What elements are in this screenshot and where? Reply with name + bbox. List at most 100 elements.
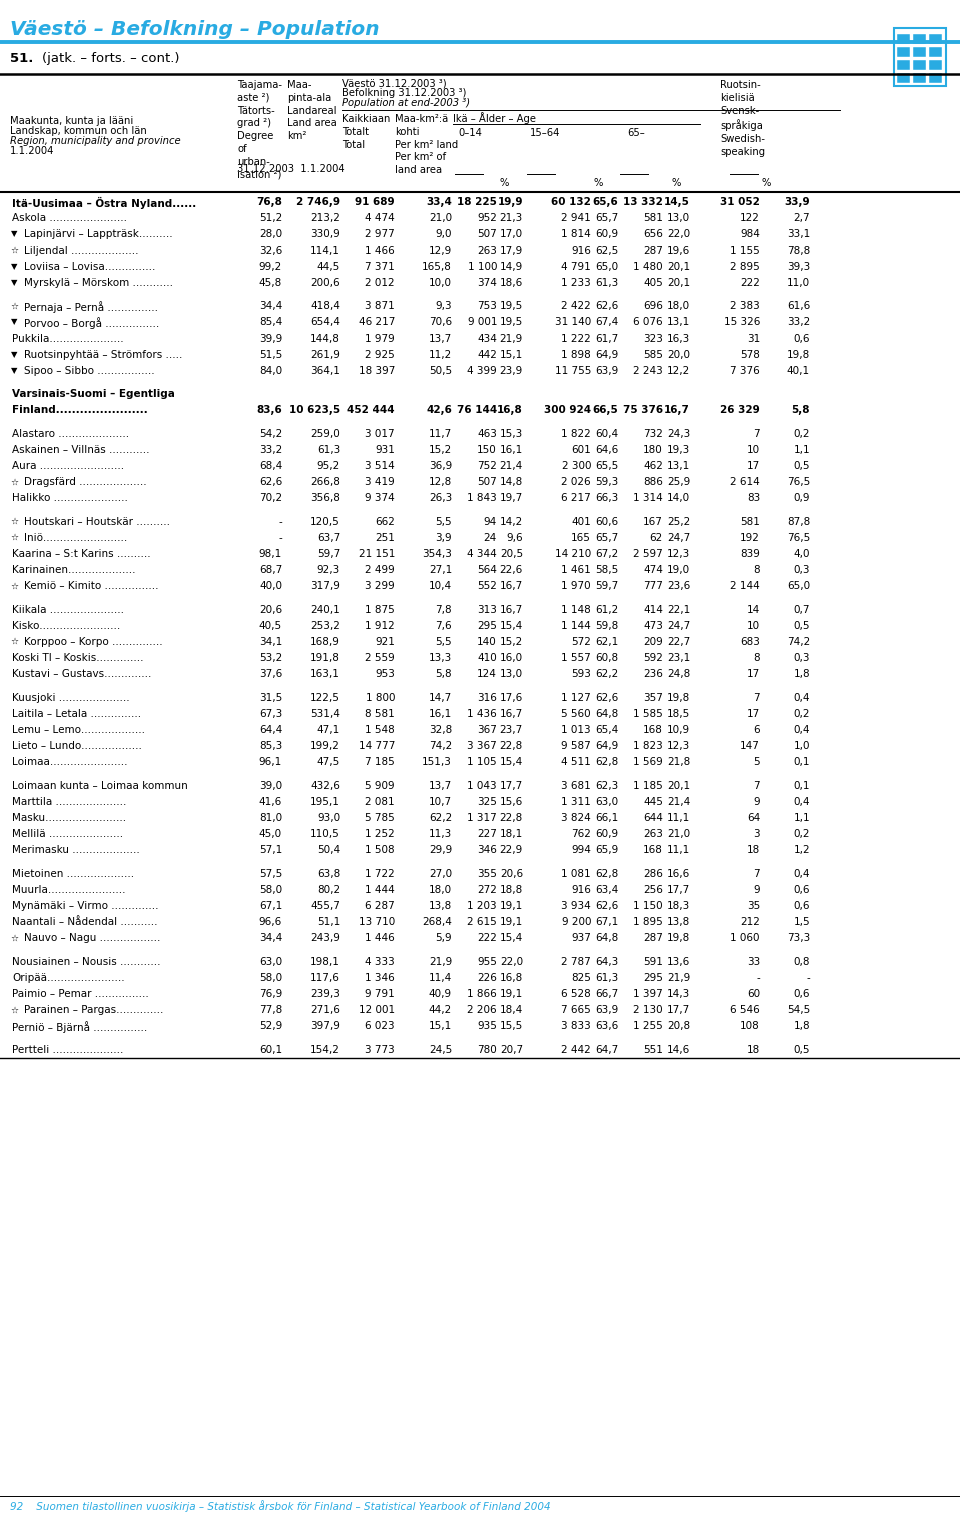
Text: 7: 7 — [754, 428, 760, 439]
Text: 263: 263 — [643, 829, 663, 840]
Text: 66,5: 66,5 — [592, 405, 618, 416]
Text: 61,7: 61,7 — [595, 334, 618, 343]
Text: 21,3: 21,3 — [500, 213, 523, 223]
Text: 1 127: 1 127 — [562, 692, 591, 703]
Text: 442: 442 — [477, 351, 497, 360]
Text: 33,1: 33,1 — [787, 230, 810, 239]
Text: 777: 777 — [643, 581, 663, 591]
Text: 1,0: 1,0 — [794, 741, 810, 751]
Text: Väestö 31.12.2003 ³): Väestö 31.12.2003 ³) — [342, 78, 446, 88]
Text: 46 217: 46 217 — [359, 317, 395, 328]
Text: 76 144: 76 144 — [457, 405, 497, 416]
Text: 24: 24 — [484, 533, 497, 543]
Text: 13,3: 13,3 — [429, 654, 452, 663]
Text: 227: 227 — [477, 829, 497, 840]
Text: Loimaa.......................: Loimaa....................... — [12, 757, 128, 768]
Text: 355: 355 — [477, 869, 497, 879]
Text: 1 480: 1 480 — [634, 262, 663, 271]
Text: 17,7: 17,7 — [500, 780, 523, 791]
Text: 25,2: 25,2 — [667, 517, 690, 527]
Text: Loimaan kunta – Loimaa kommun: Loimaan kunta – Loimaa kommun — [12, 780, 188, 791]
Text: 24,5: 24,5 — [429, 1044, 452, 1055]
Text: Halikko ......................: Halikko ...................... — [12, 494, 128, 503]
Text: 19,5: 19,5 — [500, 302, 523, 311]
Text: 0,1: 0,1 — [794, 780, 810, 791]
Text: 62,6: 62,6 — [595, 692, 618, 703]
Text: Askainen – Villnäs ............: Askainen – Villnäs ............ — [12, 445, 150, 454]
Text: 1 446: 1 446 — [365, 933, 395, 943]
Text: 19,8: 19,8 — [787, 351, 810, 360]
Text: 3 824: 3 824 — [562, 812, 591, 823]
Text: 2 383: 2 383 — [731, 302, 760, 311]
Text: 96,1: 96,1 — [259, 757, 282, 768]
Text: Kisko........................: Kisko........................ — [12, 620, 120, 631]
Text: 12,9: 12,9 — [429, 245, 452, 256]
Text: 1 155: 1 155 — [731, 245, 760, 256]
Text: 295: 295 — [477, 620, 497, 631]
Text: 994: 994 — [571, 846, 591, 855]
Text: 99,2: 99,2 — [259, 262, 282, 271]
Text: 54,5: 54,5 — [787, 1006, 810, 1015]
Text: 212: 212 — [740, 917, 760, 927]
Text: 2 615: 2 615 — [468, 917, 497, 927]
Text: 0,4: 0,4 — [794, 869, 810, 879]
Text: 18 225: 18 225 — [457, 197, 497, 207]
Text: 1 346: 1 346 — [365, 972, 395, 983]
Text: 76,5: 76,5 — [787, 533, 810, 543]
Text: 251: 251 — [375, 533, 395, 543]
Text: 22,7: 22,7 — [667, 637, 690, 648]
Text: 0,3: 0,3 — [794, 565, 810, 575]
Text: 65,9: 65,9 — [595, 846, 618, 855]
Text: 53,2: 53,2 — [259, 654, 282, 663]
Text: 1 105: 1 105 — [468, 757, 497, 768]
Text: 732: 732 — [643, 428, 663, 439]
Text: 644: 644 — [643, 812, 663, 823]
Text: 18,1: 18,1 — [500, 829, 523, 840]
Text: Pertteli .....................: Pertteli ..................... — [12, 1044, 124, 1055]
Text: 39,9: 39,9 — [259, 334, 282, 343]
Text: 3 017: 3 017 — [366, 428, 395, 439]
Text: 9 200: 9 200 — [562, 917, 591, 927]
Text: 1 508: 1 508 — [366, 846, 395, 855]
Text: 76,5: 76,5 — [787, 477, 810, 488]
Text: 11,7: 11,7 — [429, 428, 452, 439]
Text: 26,3: 26,3 — [429, 494, 452, 503]
Text: 313: 313 — [477, 605, 497, 614]
Text: 124: 124 — [477, 669, 497, 680]
Text: 0,1: 0,1 — [794, 757, 810, 768]
Text: 62,6: 62,6 — [595, 302, 618, 311]
Text: 401: 401 — [571, 517, 591, 527]
Text: 40,0: 40,0 — [259, 581, 282, 591]
Text: 839: 839 — [740, 549, 760, 559]
Text: 2 895: 2 895 — [731, 262, 760, 271]
Text: ☆: ☆ — [10, 302, 18, 311]
Text: Askola .......................: Askola ....................... — [12, 213, 127, 223]
Text: 405: 405 — [643, 277, 663, 288]
Text: 8: 8 — [754, 654, 760, 663]
Text: ▼: ▼ — [11, 262, 17, 271]
Text: 9,6: 9,6 — [506, 533, 523, 543]
Text: 16,7: 16,7 — [500, 605, 523, 614]
Text: 12,3: 12,3 — [667, 741, 690, 751]
Text: 1 255: 1 255 — [634, 1021, 663, 1032]
Text: 1 436: 1 436 — [468, 709, 497, 719]
Text: 21,9: 21,9 — [500, 334, 523, 343]
Text: 5,8: 5,8 — [791, 405, 810, 416]
Text: Befolkning 31.12.2003 ³): Befolkning 31.12.2003 ³) — [342, 88, 467, 98]
Text: Iniö.........................: Iniö......................... — [24, 533, 128, 543]
Text: 24,7: 24,7 — [667, 620, 690, 631]
Text: 16,0: 16,0 — [500, 654, 523, 663]
Text: 0,7: 0,7 — [794, 605, 810, 614]
Text: Finland.......................: Finland....................... — [12, 405, 148, 416]
Text: 63,9: 63,9 — [595, 1006, 618, 1015]
Text: 916: 916 — [571, 885, 591, 895]
Text: 60,9: 60,9 — [595, 829, 618, 840]
Text: 13,8: 13,8 — [429, 901, 452, 911]
Text: 1 185: 1 185 — [634, 780, 663, 791]
Bar — [929, 59, 942, 70]
Text: 33: 33 — [747, 957, 760, 966]
Text: 0,8: 0,8 — [794, 957, 810, 966]
Text: 984: 984 — [740, 230, 760, 239]
Text: 40,5: 40,5 — [259, 620, 282, 631]
Text: %: % — [761, 178, 771, 187]
